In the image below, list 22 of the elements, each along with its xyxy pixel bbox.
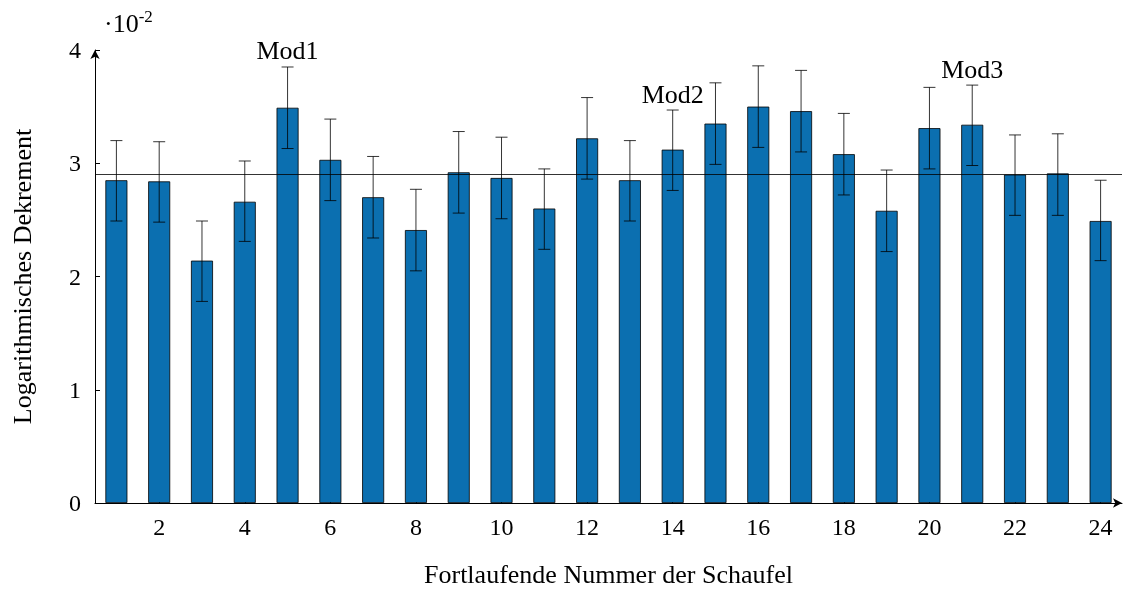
y-tick-label: 0 — [69, 490, 81, 516]
x-tick-label: 10 — [489, 514, 514, 540]
annotation: Mod2 — [641, 79, 704, 109]
x-tick-label: 4 — [238, 514, 251, 540]
annotation: Mod3 — [941, 54, 1004, 84]
x-tick-label: 6 — [324, 514, 337, 540]
annotation: Mod1 — [256, 36, 319, 66]
x-tick-label: 20 — [917, 514, 942, 540]
y-tick-label: 3 — [69, 150, 81, 177]
x-tick-label: 24 — [1088, 514, 1113, 540]
x-axis-title: Fortlaufende Nummer der Schaufel — [424, 559, 793, 589]
y-tick-label: 4 — [69, 37, 81, 63]
y-tick-label: 1 — [69, 376, 81, 403]
x-tick-label: 8 — [409, 514, 422, 540]
x-tick-label: 14 — [660, 514, 685, 540]
x-tick-label: 2 — [153, 514, 166, 540]
y-axis-title: Logarithmisches Dekrement — [7, 128, 37, 425]
x-tick-label: 18 — [831, 514, 856, 540]
x-tick-label: 12 — [575, 514, 600, 540]
x-tick-label: 22 — [1003, 514, 1028, 540]
x-tick-label: 16 — [746, 514, 771, 540]
y-tick-label: 2 — [69, 263, 81, 290]
